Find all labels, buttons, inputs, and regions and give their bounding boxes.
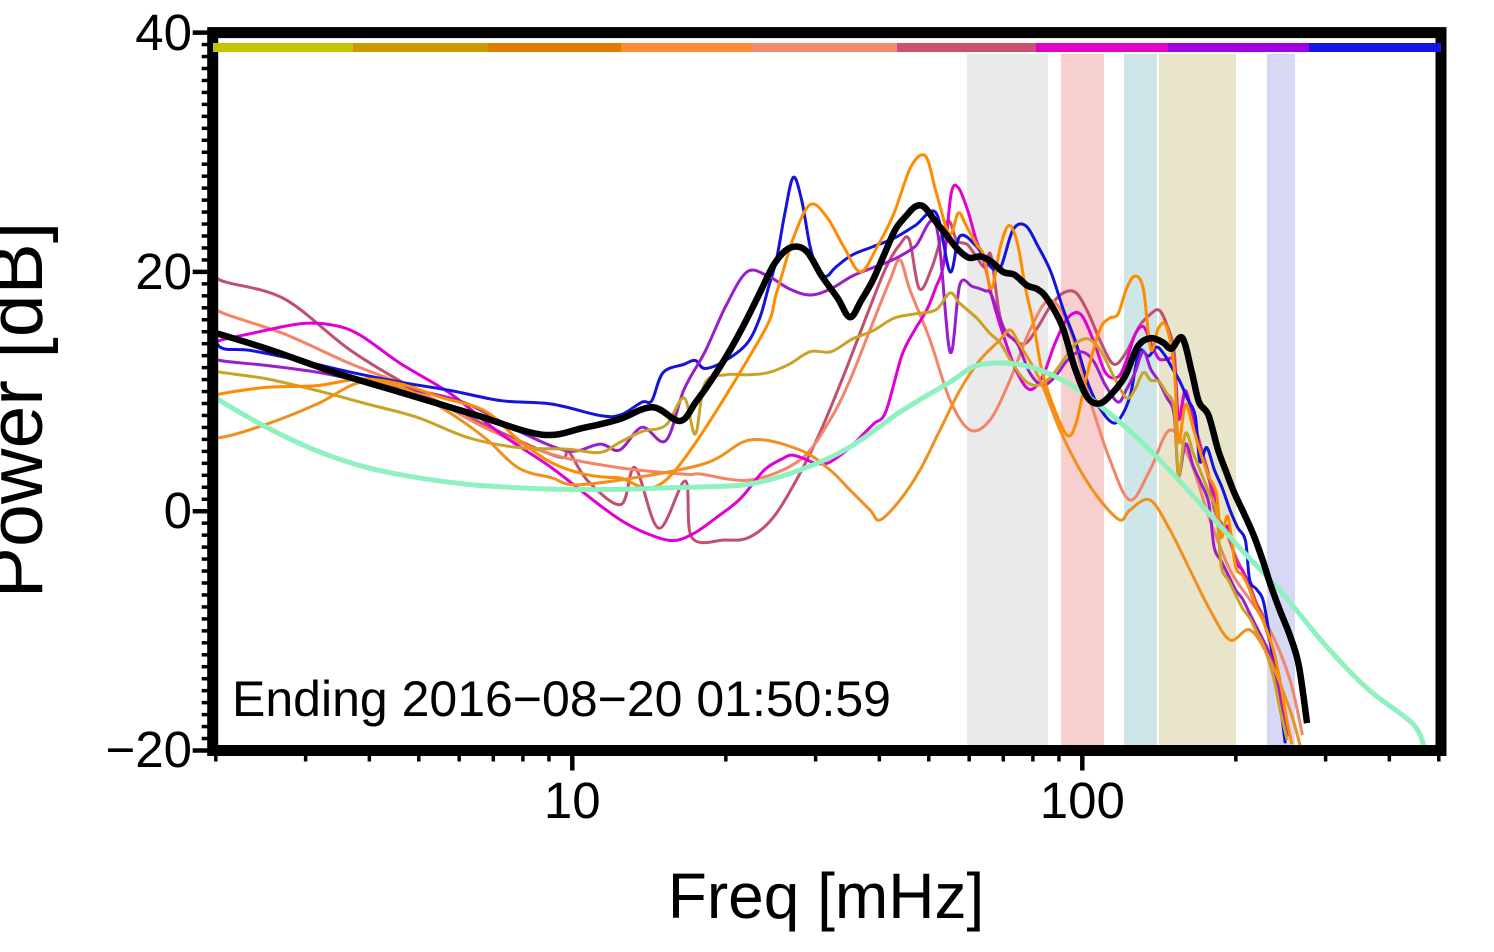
svg-text:Power [dB]: Power [dB]	[0, 222, 59, 599]
svg-text:100: 100	[1040, 772, 1125, 829]
svg-text:0: 0	[164, 482, 192, 539]
svg-text:20: 20	[135, 243, 192, 300]
svg-text:−20: −20	[105, 721, 192, 778]
svg-text:Freq [mHz]: Freq [mHz]	[668, 860, 984, 932]
svg-text:10: 10	[544, 772, 601, 829]
svg-text:40: 40	[135, 4, 192, 61]
svg-text:Ending 2016−08−20 01:50:59: Ending 2016−08−20 01:50:59	[232, 671, 891, 727]
